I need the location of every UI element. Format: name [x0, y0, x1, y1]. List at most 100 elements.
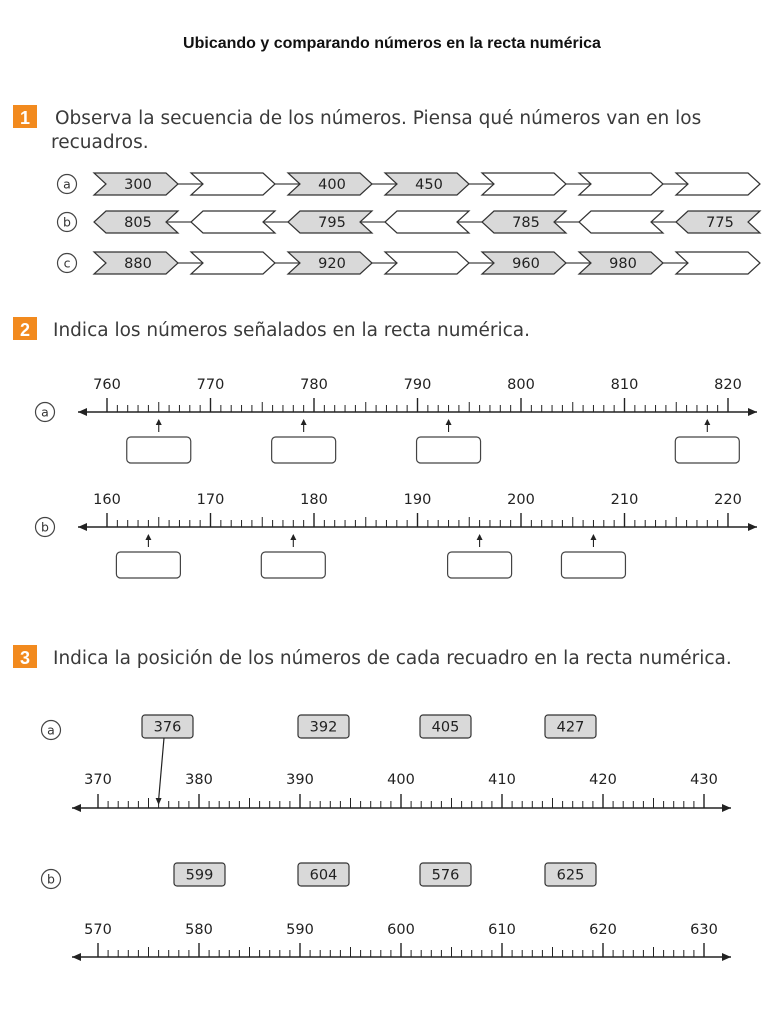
sequence-answer-cell[interactable] [383, 251, 470, 275]
tick-label: 200 [507, 492, 535, 508]
sequence-value: 775 [706, 215, 734, 231]
sequence-answer-cell[interactable] [674, 251, 761, 275]
tick-label: 180 [300, 492, 328, 508]
tick-label: 380 [185, 772, 213, 788]
sequence-answer-cell[interactable] [384, 210, 471, 234]
section-1-number: 1 [20, 108, 30, 128]
sequence-cell [480, 251, 567, 275]
tick-label: 770 [197, 377, 225, 393]
tick-label: 400 [387, 772, 415, 788]
arrow-up-icon [476, 534, 483, 540]
number-card[interactable] [419, 862, 472, 887]
tick-label: 570 [84, 922, 112, 938]
sequence-value: 920 [318, 256, 346, 272]
right-arrow-icon [722, 804, 731, 812]
tick-label: 370 [84, 772, 112, 788]
number-card-value: 427 [557, 720, 585, 736]
left-arrow-icon [72, 804, 81, 812]
sequence-answer-cell[interactable] [578, 210, 665, 234]
sequence-cell [93, 210, 180, 234]
sequence-answer-cell[interactable] [480, 172, 567, 196]
section-2-line-a: a 760 770 780 790 800 810 820 [34, 377, 757, 464]
answer-box[interactable] [260, 551, 326, 579]
answer-box[interactable] [126, 436, 192, 464]
sequence-cell [286, 251, 373, 275]
arrow-up-icon [155, 419, 162, 425]
sequence-value: 880 [124, 256, 152, 272]
sequence-value: 960 [512, 256, 540, 272]
section-1-badge [13, 105, 37, 128]
answer-box[interactable] [560, 551, 627, 579]
number-card[interactable] [173, 862, 226, 887]
sequence-cell [577, 251, 664, 275]
number-card-value: 604 [310, 868, 338, 884]
answer-box[interactable] [115, 551, 182, 579]
arrow-up-icon [704, 419, 711, 425]
number-line-2a: 760 770 780 790 800 810 820 [78, 377, 757, 416]
answer-box[interactable] [447, 551, 513, 579]
sequence-answer-cell[interactable] [190, 210, 277, 234]
answer-box[interactable] [271, 436, 337, 464]
tick-label: 760 [93, 377, 121, 393]
tick-label: 610 [488, 922, 516, 938]
sequence-cell [286, 172, 373, 196]
left-arrow-icon [78, 523, 87, 531]
tick-label: 190 [404, 492, 432, 508]
row-label-a-circle [56, 173, 78, 195]
row-label-a: a [63, 177, 71, 192]
number-card[interactable] [141, 714, 194, 739]
tick-label: 800 [507, 377, 535, 393]
line-label-b: b [41, 520, 49, 535]
arrow-up-icon [445, 419, 452, 425]
row-label-c-circle [56, 252, 78, 274]
sequence-cell [287, 210, 374, 234]
right-arrow-icon [722, 953, 731, 961]
line-label-b: b [47, 872, 55, 887]
sequence-answer-cell[interactable] [577, 172, 664, 196]
section-1-instruction-continued: recuadros. [51, 132, 149, 153]
number-card[interactable] [544, 862, 597, 887]
sequence-value: 450 [415, 177, 443, 193]
sequence-cell [481, 210, 568, 234]
section-1: 1 Observa la secuencia de los números. P… [13, 105, 762, 275]
right-arrow-icon [748, 523, 757, 531]
number-card[interactable] [297, 862, 350, 887]
answer-box[interactable] [674, 436, 740, 464]
page-title: Ubicando y comparando números en la rect… [183, 35, 601, 52]
tick-label: 210 [611, 492, 639, 508]
sequence-cell [383, 172, 470, 196]
section-3-line-b: b 599 604 576 625 570 580 590 600 610 620 630 [40, 862, 731, 961]
sequence-value: 795 [318, 215, 346, 231]
section-3-line-a: a 376 392 405 427 370 380 390 400 410 420 430 [40, 714, 731, 812]
answer-box[interactable] [415, 436, 482, 464]
section-2-instruction: Indica los números señalados en la recta… [53, 320, 530, 341]
sequence-cell [92, 251, 179, 275]
line-label-a-circle [34, 401, 56, 423]
number-card[interactable] [419, 714, 472, 739]
section-2-number: 2 [20, 320, 30, 340]
line-label-a-circle [40, 719, 62, 741]
number-card[interactable] [544, 714, 597, 739]
arrow-up-icon [145, 534, 152, 540]
line-label-b-circle [40, 868, 62, 890]
section-3: 3 Indica la posición de los números de c… [13, 645, 732, 961]
row-label-b-circle [56, 211, 78, 233]
sequence-value: 785 [512, 215, 540, 231]
tick-label: 170 [197, 492, 225, 508]
tick-label: 780 [300, 377, 328, 393]
tick-label: 810 [611, 377, 639, 393]
section-3-number: 3 [20, 648, 30, 668]
line-label-a: a [47, 723, 55, 738]
number-card-value: 405 [432, 720, 460, 736]
sequence-answer-cell[interactable] [189, 251, 276, 275]
sequence-answer-cell[interactable] [674, 172, 761, 196]
number-card[interactable] [297, 714, 350, 739]
arrow-up-icon [300, 419, 307, 425]
section-2: 2 Indica los números señalados en la rec… [13, 317, 757, 579]
tick-label: 580 [185, 922, 213, 938]
sequence-answer-cell[interactable] [189, 172, 276, 196]
tick-label: 590 [286, 922, 314, 938]
number-card-value: 599 [186, 868, 214, 884]
tick-label: 430 [690, 772, 718, 788]
